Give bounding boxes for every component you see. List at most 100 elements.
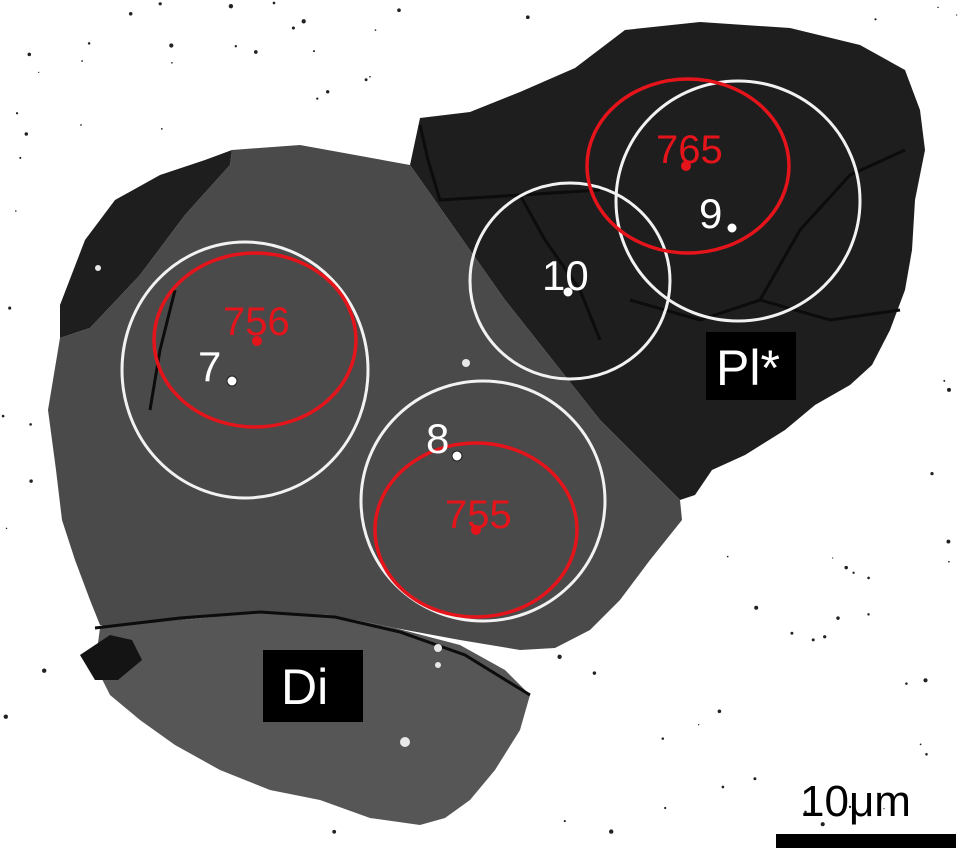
- dust-speckle: [160, 128, 163, 130]
- dust-speckle: [726, 555, 729, 558]
- dust-speckle: [923, 678, 928, 683]
- dust-speckle: [925, 753, 928, 756]
- dust-speckle: [955, 14, 958, 16]
- white-ring-10: [468, 181, 672, 381]
- dust-speckle: [753, 777, 757, 781]
- phase-label-di-box: [263, 650, 363, 722]
- dust-speckle: [29, 479, 33, 483]
- dust-speckle: [128, 12, 133, 16]
- dust-speckles: [1, 1, 958, 840]
- dust-speckle: [272, 1, 276, 5]
- dust-speckle: [946, 539, 951, 544]
- spot-label-7: 7: [198, 343, 221, 390]
- dust-speckle: [397, 8, 401, 13]
- dust-speckle: [905, 682, 908, 685]
- dust-speckle: [721, 785, 725, 789]
- dust-speckle: [24, 132, 29, 136]
- spot-dot-10: [562, 286, 574, 298]
- dust-speckle: [790, 631, 794, 635]
- dust-speckle: [158, 2, 162, 6]
- dust-speckle: [15, 112, 19, 115]
- red-ring-755: [373, 441, 579, 619]
- phase-label-pl: Pl*: [716, 340, 780, 396]
- dust-speckle: [661, 737, 665, 740]
- bright-speckles: [95, 265, 470, 747]
- white-ring-7: [120, 240, 370, 500]
- dust-speckle: [326, 90, 330, 94]
- dust-speckle: [29, 423, 32, 426]
- spot-label-765: 765: [656, 128, 723, 172]
- dust-speckle: [943, 379, 946, 382]
- dust-speckle: [930, 471, 934, 476]
- dust-speckle: [316, 97, 319, 100]
- dust-speckle: [823, 635, 827, 639]
- dust-speckle: [15, 210, 17, 212]
- dust-speckle: [253, 50, 258, 54]
- dust-speckle: [919, 743, 922, 746]
- dust-speckle: [291, 26, 295, 30]
- dust-speckle: [3, 714, 8, 719]
- dust-speckle: [557, 654, 562, 659]
- dust-speckle: [867, 576, 870, 580]
- dust-speckle: [717, 709, 722, 714]
- dust-speckle: [234, 45, 237, 48]
- spot-dot-9: [726, 222, 738, 234]
- dust-speckle: [874, 18, 877, 21]
- dust-speckle: [947, 387, 951, 392]
- dust-speckle: [844, 565, 848, 570]
- plagioclase-left-region: [60, 150, 232, 338]
- dust-speckle: [883, 808, 885, 810]
- dust-speckle: [832, 557, 834, 559]
- dust-speckle: [312, 50, 316, 53]
- dust-speckle: [364, 78, 368, 82]
- dust-speckle: [301, 19, 306, 24]
- scale-bar-label: 10μm: [800, 777, 911, 826]
- red-ring-765: [585, 77, 791, 255]
- dust-speckle: [937, 6, 939, 9]
- dust-speckle: [81, 60, 83, 62]
- spot-dot-8: [451, 450, 463, 462]
- dust-speckle: [19, 156, 22, 159]
- dust-speckle: [592, 671, 597, 675]
- spot-dot-755: [471, 525, 481, 535]
- dust-speckle: [664, 806, 667, 810]
- dust-speckle: [38, 71, 40, 74]
- dust-speckle: [804, 810, 807, 814]
- white-rings: [120, 79, 862, 623]
- dust-speckle: [820, 822, 825, 827]
- white-spot-dots: [226, 222, 738, 462]
- spot-label-9: 9: [699, 190, 722, 237]
- dust-speckle: [369, 75, 371, 78]
- dust-speckle: [228, 4, 234, 9]
- dust-speckle: [169, 43, 174, 48]
- spot-dot-765: [681, 161, 691, 171]
- dust-speckle: [698, 724, 700, 726]
- white-ring-8: [359, 379, 607, 623]
- red-rings: [152, 77, 791, 619]
- spot-dot-7: [226, 375, 238, 387]
- dust-speckle: [5, 527, 8, 530]
- spot-label-755: 755: [445, 493, 512, 537]
- dust-speckle: [848, 805, 852, 809]
- dust-speckle: [332, 829, 337, 834]
- dust-speckle: [87, 42, 91, 45]
- dust-speckle: [563, 820, 566, 823]
- dark-inclusion: [80, 635, 142, 680]
- spot-label-10: 10: [542, 252, 589, 299]
- dust-speckle: [852, 571, 855, 574]
- phase-label-pl-box: [706, 332, 796, 400]
- dust-speckle: [1, 414, 5, 418]
- dust-speckle: [836, 616, 840, 620]
- dust-speckle: [948, 560, 950, 563]
- dust-speckle: [27, 52, 32, 57]
- scale-bar: [776, 834, 956, 848]
- dust-speckle: [8, 306, 12, 310]
- cracks: [94, 124, 906, 697]
- spot-label-8: 8: [426, 415, 449, 462]
- red-ring-756: [152, 251, 358, 429]
- phase-label-di: Di: [281, 659, 328, 715]
- red-spot-dots: [252, 161, 691, 535]
- dust-speckle: [80, 124, 82, 126]
